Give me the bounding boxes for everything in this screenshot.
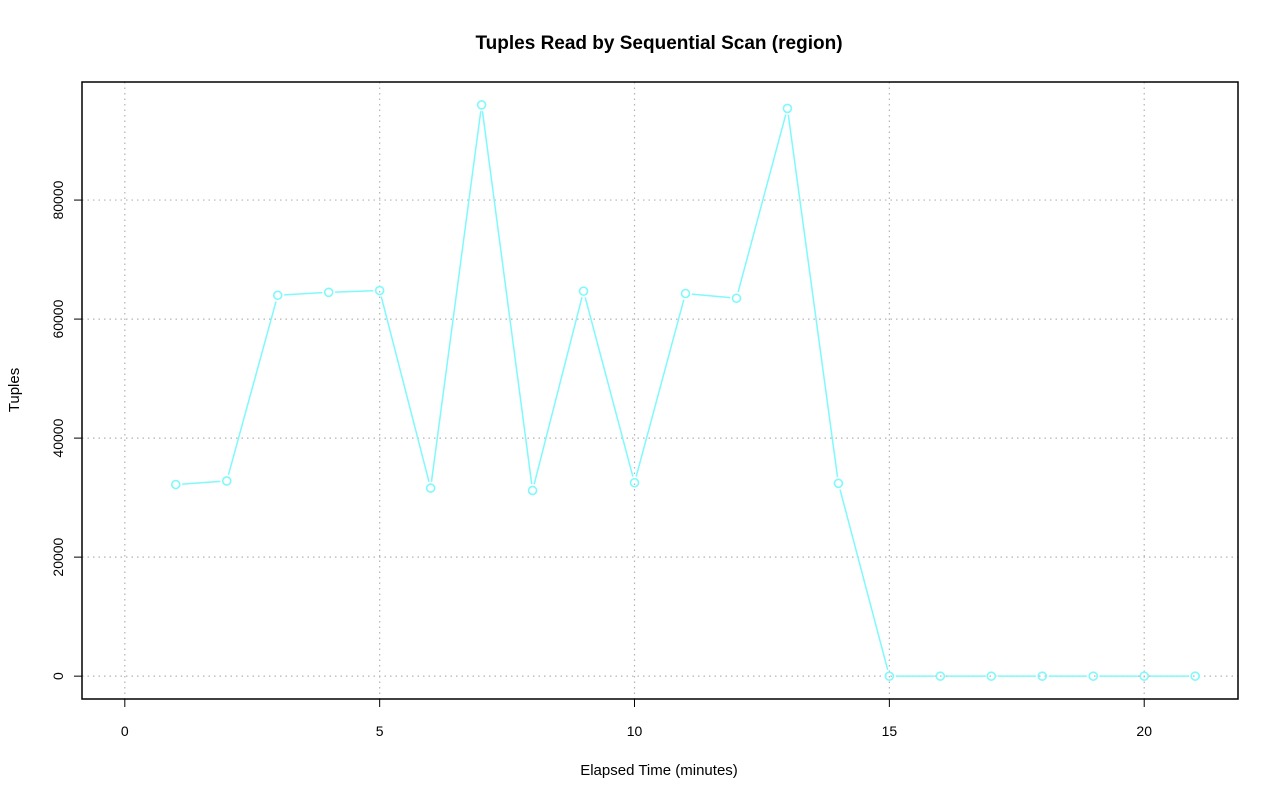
series-0-segment-10 — [691, 293, 731, 299]
series-0-point-8 — [578, 286, 589, 296]
series-0-segment-3 — [335, 289, 374, 293]
y-axis-label: Tuples — [6, 368, 23, 412]
series-0-point-9 — [629, 477, 640, 488]
y-tick-label-4: 80000 — [50, 180, 66, 219]
series-0-segment-11 — [737, 114, 787, 293]
x-tick-label-3: 15 — [882, 723, 898, 739]
y-tick-label-3: 60000 — [50, 299, 66, 338]
series-0-segment-6 — [481, 111, 533, 485]
series-0-segment-12 — [787, 114, 839, 478]
series-0-point-18 — [1088, 671, 1099, 681]
series-0-segment-5 — [430, 111, 482, 482]
series-0-point-4 — [374, 285, 385, 296]
series-0-point-0 — [170, 479, 181, 490]
series-0-segment-9 — [635, 299, 685, 477]
series-0-point-13 — [833, 478, 844, 489]
y-axis: 0 20000 40000 60000 80000 — [50, 180, 83, 680]
series-0-point-7 — [527, 485, 538, 496]
series-0-point-17 — [1037, 671, 1048, 681]
x-tick-label-2: 10 — [627, 723, 643, 739]
y-tick-label-0: 0 — [50, 672, 66, 680]
series-0-segment-1 — [227, 301, 277, 475]
chart-title: Tuples Read by Sequential Scan (region) — [475, 33, 842, 54]
series-0-segment-0 — [182, 480, 221, 485]
series-0-segment-13 — [839, 489, 889, 671]
x-tick-label-0: 0 — [121, 723, 129, 739]
x-axis-label: Elapsed Time (minutes) — [580, 762, 738, 779]
series-0-point-1 — [221, 476, 232, 486]
series-0-point-14 — [884, 671, 895, 681]
grid — [82, 82, 1238, 699]
series-0-point-3 — [323, 287, 334, 298]
series-0-point-15 — [935, 671, 946, 681]
series-0-point-10 — [680, 288, 691, 299]
series-0-point-6 — [476, 100, 487, 110]
series-0-segment-7 — [533, 297, 583, 485]
series-0-point-16 — [986, 671, 997, 681]
series-0-segment-4 — [380, 296, 430, 483]
x-tick-label-4: 20 — [1136, 723, 1152, 739]
y-tick-label-1: 20000 — [50, 537, 66, 576]
x-tick-label-1: 5 — [376, 723, 384, 739]
series-0-segment-2 — [284, 291, 323, 296]
series-0-point-12 — [782, 103, 793, 114]
series-0-point-19 — [1139, 671, 1150, 681]
series-0-segment-8 — [584, 297, 634, 477]
series-0-point-20 — [1190, 671, 1200, 681]
x-axis: 0 5 10 15 20 — [121, 698, 1152, 739]
series-0-point-2 — [272, 290, 283, 301]
y-tick-label-2: 40000 — [50, 418, 66, 457]
series-0-point-11 — [731, 293, 742, 304]
series-layer — [170, 100, 1200, 681]
series-0-point-5 — [425, 483, 436, 493]
